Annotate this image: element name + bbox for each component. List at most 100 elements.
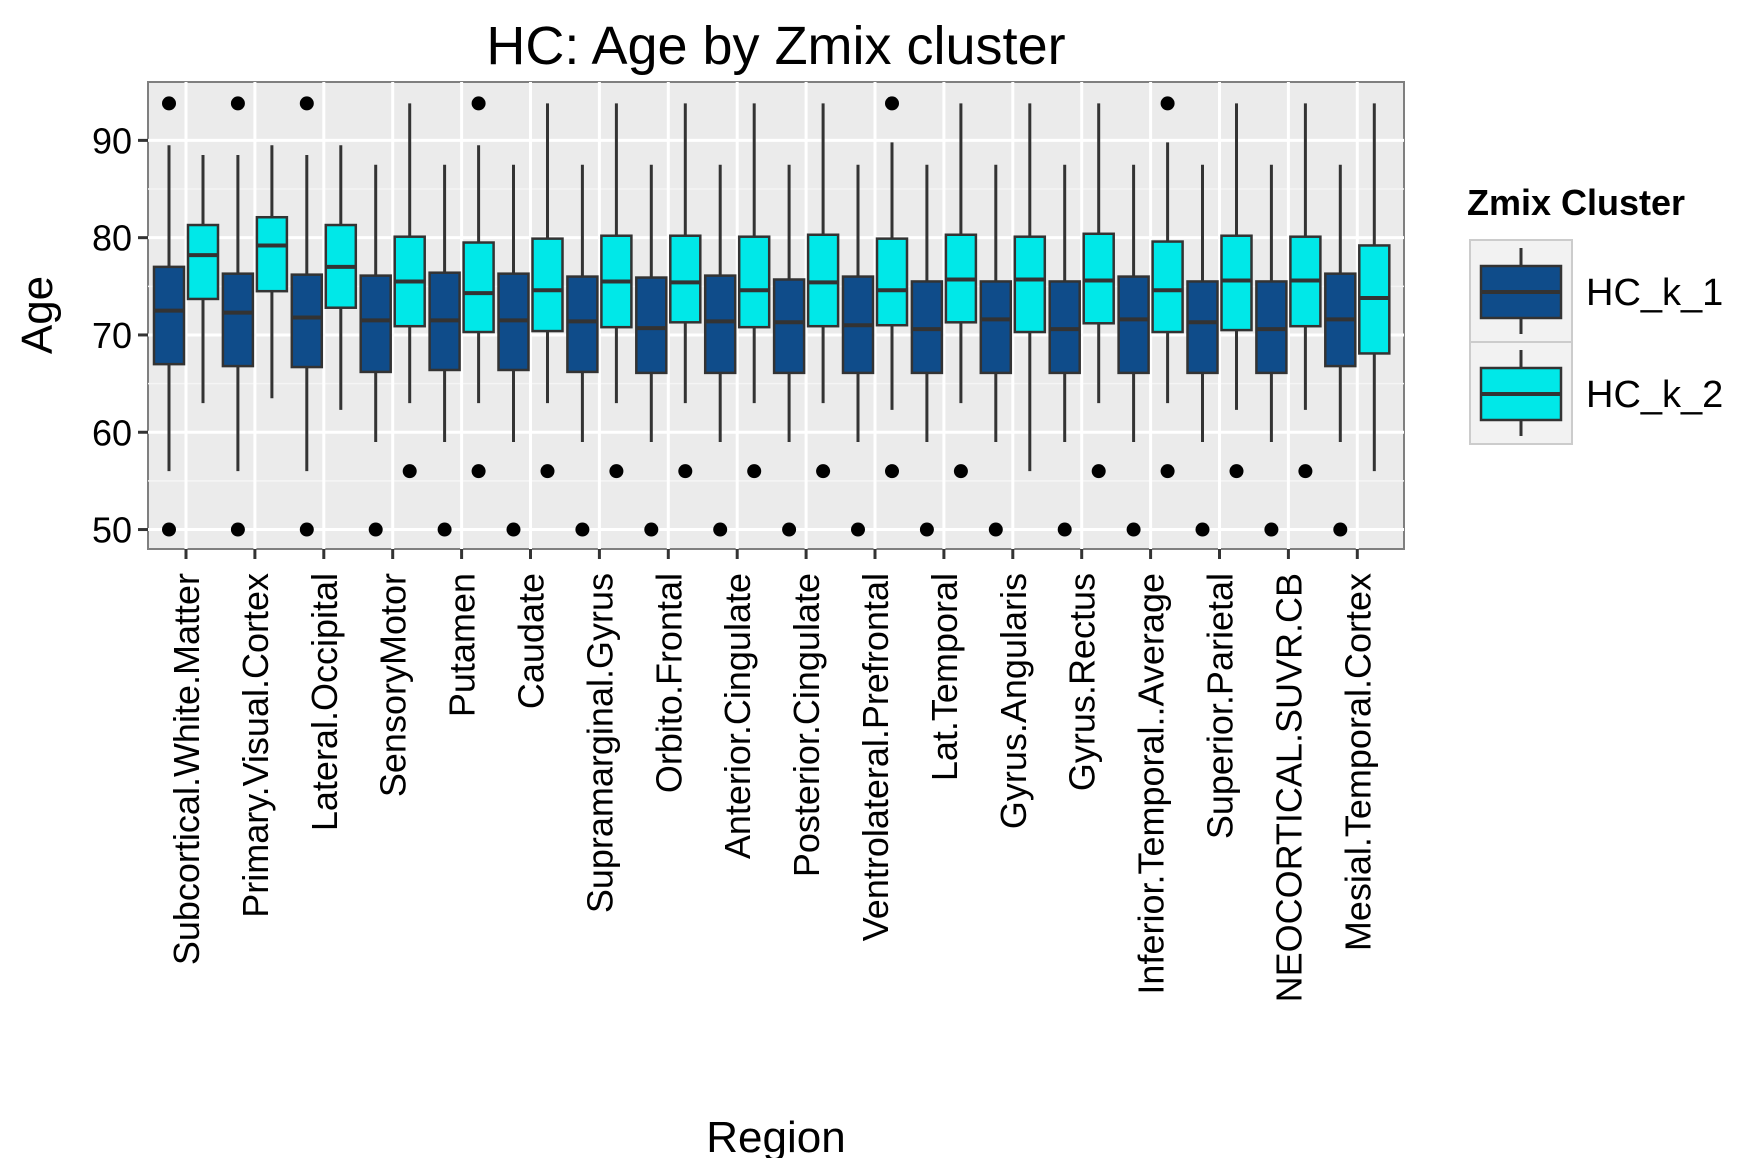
box-body xyxy=(531,237,564,333)
box-body xyxy=(875,237,909,327)
x-tick-label: Primary.Visual.Cortex xyxy=(235,573,276,918)
box-body xyxy=(1151,240,1184,334)
outlier-point xyxy=(953,464,968,479)
box-body xyxy=(1117,275,1150,375)
box-HC_k_1-14 xyxy=(1117,164,1150,537)
box-HC_k_1-4 xyxy=(428,164,461,537)
outlier-point xyxy=(713,522,728,537)
y-tick-label: 50 xyxy=(92,510,132,551)
box-body xyxy=(772,278,806,375)
outlier-point xyxy=(162,96,176,111)
outlier-point xyxy=(471,464,486,479)
y-tick-label: 90 xyxy=(92,120,132,161)
outlier-point xyxy=(1160,96,1175,111)
legend-label: HC_k_2 xyxy=(1586,374,1723,416)
x-tick-label: Lat.Temporal xyxy=(924,573,965,781)
box-HC_k_1-13 xyxy=(1048,164,1081,537)
x-axis-title: Region xyxy=(706,1113,845,1158)
outlier-point xyxy=(230,522,245,537)
outlier-point xyxy=(1126,522,1141,537)
x-tick-label: Orbito.Frontal xyxy=(648,573,689,793)
outlier-point xyxy=(1264,522,1279,537)
y-axis: 50 60 70 80 90 xyxy=(92,120,148,551)
box-HC_k_2-14 xyxy=(1151,96,1184,479)
outlier-point xyxy=(299,522,314,537)
legend-key-HC_k_2 xyxy=(1469,341,1573,445)
box-HC_k_2-15 xyxy=(1220,103,1253,479)
box-HC_k_2-0 xyxy=(186,154,220,404)
x-tick-label: Caudate xyxy=(511,573,552,709)
box-body xyxy=(703,274,737,375)
outlier-point xyxy=(1057,522,1072,537)
outlier-point xyxy=(885,464,899,479)
outlier-point xyxy=(540,464,555,479)
box-HC_k_2-9 xyxy=(806,103,840,479)
box-HC_k_2-10 xyxy=(875,96,909,479)
box-body xyxy=(359,274,392,374)
outlier-point xyxy=(471,96,486,111)
box-body xyxy=(152,265,186,366)
x-tick-label: Supramarginal.Gyrus xyxy=(579,573,620,913)
outlier-point xyxy=(1333,522,1348,537)
box-HC_k_2-6 xyxy=(600,103,633,479)
outlier-point xyxy=(851,522,865,537)
box-HC_k_1-17 xyxy=(1324,164,1357,537)
box-body xyxy=(669,234,702,324)
box-HC_k_2-3 xyxy=(393,103,426,479)
outlier-point xyxy=(816,464,831,479)
outlier-point xyxy=(162,522,176,537)
outlier-point xyxy=(988,522,1003,537)
legend: Zmix Cluster HC_k_1 HC_k_2 xyxy=(1467,182,1723,445)
x-tick-label: Lateral.Occipital xyxy=(304,573,345,831)
box-HC_k_1-2 xyxy=(290,96,324,537)
outlier-point xyxy=(368,522,383,537)
outlier-point xyxy=(885,96,899,111)
outlier-point xyxy=(1195,522,1210,537)
y-tick-label: 80 xyxy=(92,218,132,259)
box-HC_k_2-1 xyxy=(255,145,289,399)
box-HC_k_1-9 xyxy=(772,164,806,537)
box-body xyxy=(979,280,1013,375)
outlier-point xyxy=(1298,464,1313,479)
x-tick-label: NEOCORTICAL.SUVR.CB xyxy=(1268,573,1309,1002)
x-tick-label: Ventrolateral.Prefrontal xyxy=(855,573,896,941)
x-tick-label: Anterior.Cingulate xyxy=(717,573,758,859)
box-body xyxy=(1013,235,1047,334)
x-tick-label: Inferior.Temporal..Average xyxy=(1131,573,1172,995)
box-HC_k_1-7 xyxy=(635,164,668,537)
x-tick-label: Gyrus.Angularis xyxy=(993,573,1034,829)
outlier-point xyxy=(678,464,693,479)
outlier-point xyxy=(1091,464,1106,479)
x-tick-label: Superior.Parietal xyxy=(1200,573,1241,839)
outlier-point xyxy=(747,464,762,479)
x-tick-label: SensoryMotor xyxy=(373,573,414,797)
box-body xyxy=(462,241,495,334)
outlier-point xyxy=(575,522,590,537)
box-HC_k_1-0 xyxy=(152,96,186,537)
box-body xyxy=(737,235,771,329)
box-HC_k_2-11 xyxy=(944,103,978,479)
outlier-point xyxy=(299,96,314,111)
box-HC_k_1-3 xyxy=(359,164,392,537)
outlier-point xyxy=(402,464,417,479)
box-body xyxy=(566,275,599,374)
box-body xyxy=(290,273,324,369)
x-tick-label: Posterior.Cingulate xyxy=(786,573,827,877)
box-body xyxy=(186,223,220,301)
box-HC_k_2-12 xyxy=(1013,103,1047,472)
box-body xyxy=(1186,280,1219,375)
outlier-point xyxy=(644,522,659,537)
box-HC_k_2-8 xyxy=(737,103,771,479)
chart-title: HC: Age by Zmix cluster xyxy=(486,16,1065,76)
x-axis: Subcortical.White.Matter Primary.Visual.C… xyxy=(166,549,1378,1002)
box-body xyxy=(221,272,255,368)
box-HC_k_2-4 xyxy=(462,96,495,479)
y-tick-label: 60 xyxy=(92,412,132,453)
outlier-point xyxy=(919,522,934,537)
x-tick-label: Mesial.Temporal.Cortex xyxy=(1337,573,1378,951)
outlier-point xyxy=(782,522,797,537)
box-HC_k_2-13 xyxy=(1082,103,1115,479)
box-HC_k_1-12 xyxy=(979,164,1013,537)
outlier-point xyxy=(230,96,245,111)
